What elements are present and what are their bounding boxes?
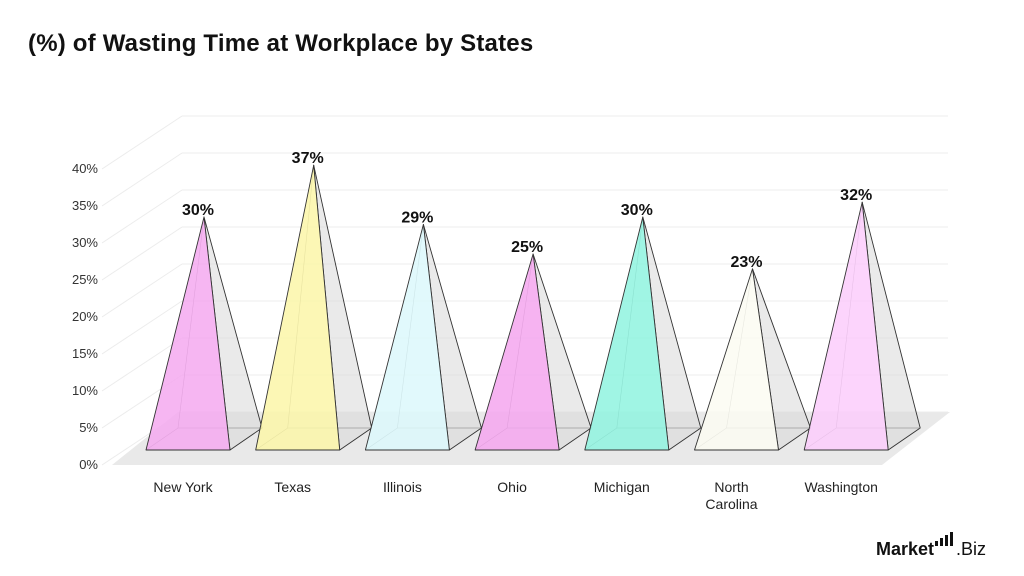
bar-pyramid — [255, 164, 373, 451]
brand-biz: .Biz — [955, 539, 986, 559]
gridline-diagonal — [101, 189, 183, 244]
value-label: 37% — [292, 150, 324, 167]
category-label: Michigan — [594, 479, 650, 495]
bar-pyramid — [694, 268, 811, 451]
y-tick-label: 40% — [72, 161, 98, 176]
bars — [145, 164, 921, 451]
y-tick-label: 25% — [72, 272, 98, 287]
gridline-diagonal — [101, 337, 183, 392]
value-label: 30% — [621, 202, 653, 219]
bar-pyramid — [364, 223, 482, 451]
brand-bars-icon — [934, 532, 955, 546]
gridline-diagonal — [101, 115, 183, 170]
bar-front-face — [584, 216, 670, 451]
bar-front-face — [255, 164, 341, 451]
bar-front-face — [474, 253, 560, 451]
brand-logo: Market .Biz — [876, 532, 986, 560]
bar-front-face — [145, 216, 231, 451]
category-label: Illinois — [383, 479, 422, 495]
gridline-diagonal — [101, 152, 183, 207]
value-label: 32% — [840, 187, 872, 204]
y-tick-label: 30% — [72, 235, 98, 250]
bar-pyramid — [145, 216, 263, 451]
y-tick-label: 20% — [72, 309, 98, 324]
category-label: Ohio — [497, 479, 527, 495]
bar-pyramid — [584, 216, 702, 451]
y-tick-label: 10% — [72, 383, 98, 398]
y-tick-label: 15% — [72, 346, 98, 361]
y-axis-ticks: 0% 5% 10% 15% 20% 25% 30% 35% 40% — [72, 161, 98, 472]
value-labels: 30% 37% 29% 25% 30% 23% 32% — [182, 150, 872, 271]
bar-pyramid — [803, 201, 921, 451]
y-tick-label: 0% — [79, 457, 98, 472]
bar-front-face — [364, 223, 450, 451]
value-label: 30% — [182, 202, 214, 219]
value-label: 23% — [730, 254, 762, 271]
gridline-diagonal — [101, 300, 183, 355]
gridline-diagonal — [101, 226, 183, 281]
y-tick-label: 5% — [79, 420, 98, 435]
gridline-diagonal — [101, 263, 183, 318]
value-label: 29% — [401, 209, 433, 226]
bar-front-face — [694, 268, 779, 451]
category-label: Washington — [804, 479, 877, 495]
bar-front-face — [803, 201, 889, 451]
x-axis-labels: New York Texas Illinois Ohio Michigan North Ca… — [153, 479, 877, 512]
brand-market: Market — [875, 539, 934, 559]
chart-title: (%) of Wasting Time at Workplace by Stat… — [28, 30, 534, 57]
category-label: Texas — [274, 479, 311, 495]
y-tick-label: 35% — [72, 198, 98, 213]
category-label: New York — [153, 479, 213, 495]
category-label: North Carolina — [705, 479, 757, 512]
value-label: 25% — [511, 239, 543, 256]
bar-pyramid — [474, 253, 592, 451]
